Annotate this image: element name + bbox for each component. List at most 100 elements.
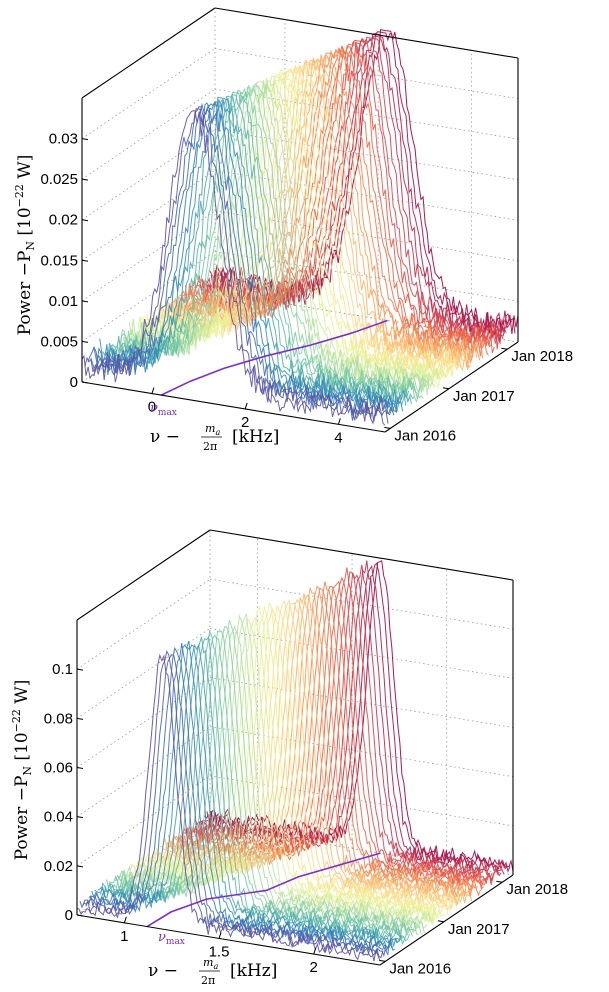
series-line xyxy=(79,650,384,959)
x-tick-label: 4 xyxy=(334,429,342,446)
series-line xyxy=(159,599,464,906)
x-tick-label: 2 xyxy=(310,959,318,976)
grid-line-y xyxy=(209,775,514,827)
series-line xyxy=(122,84,427,396)
y-tick-mark xyxy=(81,381,89,384)
top-y-axis-label: Power −PN [10−22 W] xyxy=(13,155,37,336)
numax-trajectory xyxy=(160,319,388,396)
svg-text:[kHz]: [kHz] xyxy=(230,961,277,981)
series-line xyxy=(102,96,407,408)
date-tick-mark xyxy=(501,347,508,350)
x-tick-label: 1.5 xyxy=(209,943,230,960)
svg-text:ma: ma xyxy=(205,422,220,437)
x-tick-mark xyxy=(123,916,127,923)
bottom-date-ticks: Jan 2016 Jan 2017 Jan 2018 xyxy=(379,880,568,977)
y-tick-label: 0.025 xyxy=(40,171,78,188)
x-tick-mark xyxy=(313,947,317,955)
series-line xyxy=(184,46,489,357)
y-tick-mark xyxy=(76,767,84,769)
svg-text:ν −: ν − xyxy=(148,961,178,981)
bottom-x-axis-label: ν − ma 2π [kHz] xyxy=(148,956,277,987)
bottom-numax-label: νmax xyxy=(158,930,185,947)
series-line xyxy=(137,75,442,385)
y-tick-label: 0 xyxy=(65,907,73,924)
svg-text:[kHz]: [kHz] xyxy=(232,427,279,447)
y-tick-label: 0.04 xyxy=(44,809,73,826)
y-tick-mark xyxy=(76,668,84,671)
y-tick-mark xyxy=(81,340,89,343)
bottom-x-ticks: 11.52 xyxy=(120,916,318,976)
y-tick-label: 0.06 xyxy=(44,760,73,777)
y-tick-label: 0.015 xyxy=(40,252,78,269)
svg-text:ma: ma xyxy=(203,956,218,971)
top-numax-label: νmax xyxy=(150,401,177,418)
y-tick-mark xyxy=(81,300,89,303)
x-tick-label: 1 xyxy=(120,928,128,945)
grid-line-y xyxy=(214,129,519,181)
top-date-ticks: Jan 2016 Jan 2017 Jan 2018 xyxy=(384,347,573,444)
bottom-y-axis-label: Power −PN [10−22 W] xyxy=(10,680,34,861)
date-tick-label: Jan 2017 xyxy=(448,921,510,938)
series-line xyxy=(119,86,424,399)
date-tick-label: Jan 2016 xyxy=(394,427,456,444)
series-line xyxy=(117,87,421,403)
series-line xyxy=(156,602,461,908)
y-tick-label: 0.08 xyxy=(44,710,73,727)
svg-text:ν −: ν − xyxy=(150,427,180,447)
y-tick-mark xyxy=(76,816,84,819)
y-tick-mark xyxy=(76,914,84,917)
grid-line-y-side xyxy=(81,48,216,139)
x-tick-mark xyxy=(218,932,222,939)
date-tick-label: Jan 2016 xyxy=(389,960,451,977)
y-tick-label: 0.01 xyxy=(49,293,78,310)
date-tick-mark xyxy=(437,920,444,923)
x-tick-mark xyxy=(337,418,341,425)
grid-line-y xyxy=(214,88,519,140)
series-line xyxy=(165,595,470,903)
series-line xyxy=(94,644,399,948)
date-tick-mark xyxy=(379,959,386,962)
series-line xyxy=(105,95,410,413)
series-line xyxy=(132,617,437,926)
date-tick-mark xyxy=(384,426,391,429)
series-line xyxy=(146,69,451,379)
y-tick-label: 0.1 xyxy=(52,661,73,678)
grid-line-y-side xyxy=(76,578,211,670)
bottom-y-ticks: 0 0.02 0.04 0.06 0.08 0.1 xyxy=(44,661,84,924)
series-line xyxy=(81,110,386,426)
series-line xyxy=(87,106,392,421)
numax-trajectory xyxy=(146,852,381,928)
y-tick-mark xyxy=(81,178,89,181)
top-x-axis-label: ν − ma 2π [kHz] xyxy=(150,422,279,453)
y-tick-label: 0.02 xyxy=(49,212,78,229)
series-line xyxy=(194,572,499,881)
back-floor-edge xyxy=(209,824,514,876)
date-tick-label: Jan 2018 xyxy=(511,348,573,365)
series-line xyxy=(76,653,381,962)
y-tick-mark xyxy=(81,138,89,141)
x-tick-mark xyxy=(151,387,155,394)
y-tick-mark xyxy=(81,259,89,262)
series-line xyxy=(96,101,401,413)
top-x-ticks: 0 2 4 xyxy=(148,387,343,446)
date-tick-label: Jan 2018 xyxy=(506,881,568,898)
y-tick-mark xyxy=(81,219,89,222)
top-y-ticks: 0 0.005 0.01 0.015 0.02 0.025 0.03 xyxy=(40,131,89,391)
bottom-panel-curves xyxy=(76,560,514,962)
date-tick-mark xyxy=(496,880,503,883)
svg-text:2π: 2π xyxy=(203,440,217,453)
series-line xyxy=(162,593,467,906)
grid-line-y-side xyxy=(81,129,216,221)
x-tick-mark xyxy=(244,402,248,410)
grid-line-y xyxy=(209,578,514,630)
date-tick-mark xyxy=(442,387,449,390)
grid-line-y xyxy=(209,726,514,778)
y-tick-label: 0 xyxy=(70,374,78,391)
series-line xyxy=(200,560,505,876)
top-panel-frame xyxy=(81,7,519,433)
top-panel: 0 0.005 0.01 0.015 0.02 0.025 0.03 0 2 4 Jan 201… xyxy=(13,7,573,453)
top-panel-curves xyxy=(81,29,519,426)
series-line xyxy=(182,48,486,354)
